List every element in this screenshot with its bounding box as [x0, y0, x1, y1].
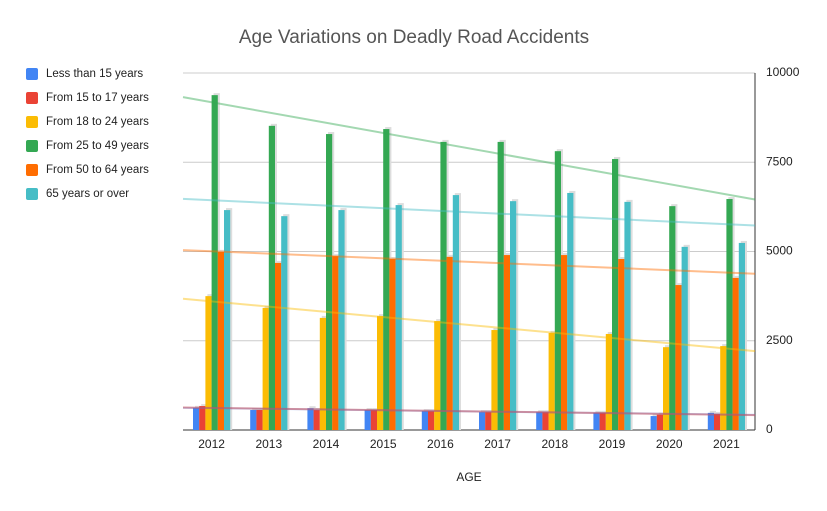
bar [675, 285, 682, 430]
bar [479, 412, 486, 430]
bar [497, 141, 504, 430]
bar [377, 316, 384, 430]
bar [554, 151, 561, 431]
x-tick-label: 2021 [713, 437, 740, 451]
y-tick-label: 5000 [766, 244, 793, 258]
bar [434, 321, 441, 430]
bar [681, 246, 688, 430]
legend-label: From 25 to 49 years [46, 140, 149, 152]
x-tick-label: 2013 [255, 437, 282, 451]
y-tick-label: 7500 [766, 154, 793, 168]
bar [656, 414, 663, 430]
bar [364, 410, 371, 430]
bar [217, 251, 224, 430]
y-tick-label: 0 [766, 422, 773, 436]
bar [332, 256, 339, 430]
bar [707, 412, 714, 430]
bar [542, 412, 549, 430]
bar [599, 412, 606, 430]
bar [612, 159, 619, 431]
bar [732, 277, 739, 430]
bar [624, 201, 631, 430]
bar [720, 346, 727, 430]
bar [726, 199, 733, 430]
bar [313, 410, 320, 430]
legend-swatch [26, 116, 38, 128]
x-tick-label: 2012 [198, 437, 225, 451]
x-tick-label: 2018 [541, 437, 568, 451]
bar [669, 206, 676, 430]
bar [256, 410, 263, 430]
x-tick-label: 2015 [370, 437, 397, 451]
bar [485, 412, 492, 430]
bar [319, 317, 326, 430]
bar [663, 347, 670, 430]
bar [561, 255, 568, 430]
bar [491, 330, 498, 430]
bar [548, 332, 555, 430]
x-tick-label: 2019 [599, 437, 626, 451]
legend-swatch [26, 68, 38, 80]
bar [275, 262, 282, 430]
x-axis-label: AGE [456, 470, 481, 484]
bar [338, 210, 345, 430]
legend-label: From 50 to 64 years [46, 164, 149, 176]
bar [536, 412, 543, 430]
legend-swatch [26, 164, 38, 176]
bar [714, 413, 721, 430]
legend-label: From 18 to 24 years [46, 116, 149, 128]
bar [421, 411, 428, 430]
bar [567, 192, 574, 430]
y-tick-label: 2500 [766, 333, 793, 347]
trendline [182, 406, 756, 416]
bar [428, 411, 435, 430]
bar [389, 258, 396, 430]
bar [262, 307, 269, 430]
bar [650, 416, 657, 430]
trendline [182, 96, 756, 201]
bar [440, 141, 447, 430]
bar [370, 410, 377, 430]
x-tick-label: 2017 [484, 437, 511, 451]
bar [193, 407, 200, 430]
bar [224, 210, 231, 430]
x-tick-label: 2020 [656, 437, 683, 451]
bar [593, 412, 600, 430]
bar [605, 333, 612, 430]
trendline [182, 249, 756, 275]
legend-swatch [26, 92, 38, 104]
bar [199, 406, 206, 430]
bar [205, 296, 212, 430]
bar [452, 195, 459, 430]
bar [326, 134, 333, 430]
bar [395, 205, 402, 430]
bar [446, 256, 453, 430]
legend-swatch [26, 188, 38, 200]
chart-title: Age Variations on Deadly Road Accidents [239, 27, 589, 48]
x-tick-label: 2016 [427, 437, 454, 451]
bar [268, 125, 275, 430]
legend-swatch [26, 140, 38, 152]
bar [281, 216, 288, 430]
trendline [182, 197, 756, 227]
bar [510, 201, 517, 430]
bar [250, 410, 257, 430]
trendline [182, 406, 756, 417]
legend-label: Less than 15 years [46, 68, 143, 80]
legend-label: From 15 to 17 years [46, 92, 149, 104]
bar [503, 255, 510, 430]
bar [211, 95, 218, 430]
trendline [182, 297, 756, 353]
bar [383, 129, 390, 430]
y-tick-label: 10000 [766, 65, 800, 79]
legend-label: 65 years or over [46, 188, 129, 200]
bar [618, 258, 625, 430]
bar [307, 408, 314, 430]
x-tick-label: 2014 [313, 437, 340, 451]
bar [738, 242, 745, 430]
